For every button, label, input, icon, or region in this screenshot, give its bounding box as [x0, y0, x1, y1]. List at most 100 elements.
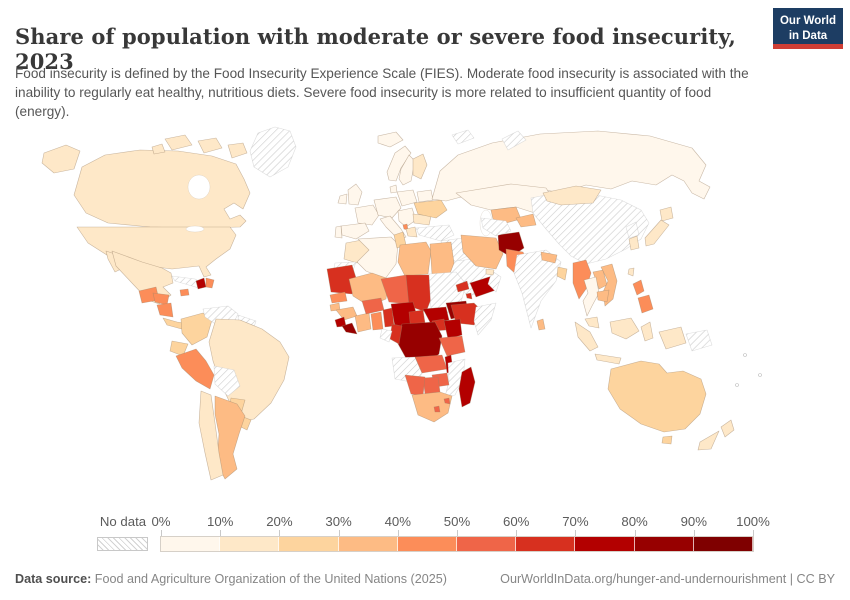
- country-brazil[interactable]: [208, 318, 290, 423]
- country-dominican-republic[interactable]: [205, 277, 215, 289]
- country-taiwan[interactable]: [627, 267, 635, 277]
- legend-bin-0-10%[interactable]: [161, 537, 221, 551]
- country-greece[interactable]: [405, 226, 418, 238]
- country-finland[interactable]: [412, 153, 428, 180]
- country-uzbekistan[interactable]: [490, 206, 522, 224]
- legend-bin-80-90%[interactable]: [634, 537, 694, 551]
- country-kyrgyzstan-tajikistan[interactable]: [515, 213, 537, 228]
- country-iceland[interactable]: [377, 131, 404, 148]
- country-new-zealand[interactable]: [697, 430, 720, 451]
- legend-bin-20-30%[interactable]: [279, 537, 339, 551]
- country-philippines[interactable]: [637, 294, 654, 314]
- country-namibia[interactable]: [404, 374, 426, 397]
- country-philippines[interactable]: [632, 279, 645, 296]
- country-svalbard[interactable]: [451, 129, 475, 145]
- country-nicaragua[interactable]: [156, 302, 174, 318]
- country-jamaica[interactable]: [179, 288, 190, 297]
- country-somalia[interactable]: [473, 302, 497, 336]
- legend-no-data-swatch[interactable]: [97, 537, 148, 551]
- country-ireland[interactable]: [337, 193, 348, 205]
- legend-bin-50-60%[interactable]: [456, 537, 517, 551]
- country-gabon[interactable]: [379, 328, 393, 343]
- country-south-korea[interactable]: [628, 235, 640, 251]
- country-libya[interactable]: [397, 241, 432, 277]
- country-denmark[interactable]: [389, 184, 398, 194]
- country-eswatini[interactable]: [443, 397, 451, 405]
- legend-bin-90-100%[interactable]: [693, 537, 753, 551]
- country-australia[interactable]: [661, 435, 673, 445]
- legend-bin-40-50%[interactable]: [397, 537, 457, 551]
- country-belarus[interactable]: [416, 189, 434, 203]
- country-papua-new-guinea[interactable]: [685, 329, 713, 352]
- owid-logo[interactable]: Our World in Data: [773, 8, 843, 49]
- country-chile[interactable]: [198, 390, 224, 481]
- legend-bin-30-40%[interactable]: [338, 537, 398, 551]
- country-indonesia[interactable]: [574, 321, 599, 352]
- country-madagascar[interactable]: [458, 366, 476, 408]
- country-myanmar[interactable]: [572, 259, 592, 300]
- country-new-zealand[interactable]: [720, 419, 735, 438]
- country-ghana[interactable]: [370, 311, 384, 331]
- country-honduras[interactable]: [152, 292, 170, 306]
- country-portugal[interactable]: [334, 225, 343, 239]
- country-mexico[interactable]: [111, 250, 174, 305]
- country-lesotho[interactable]: [433, 405, 441, 413]
- country-indonesia[interactable]: [609, 317, 640, 340]
- country-canada[interactable]: [197, 137, 223, 154]
- country-argentina[interactable]: [214, 395, 246, 480]
- country-china[interactable]: [530, 191, 650, 265]
- country-japan[interactable]: [659, 206, 674, 222]
- country-indonesia[interactable]: [658, 326, 687, 350]
- country-burkina-faso[interactable]: [361, 297, 385, 315]
- country-uae[interactable]: [485, 268, 495, 276]
- country-mozambique[interactable]: [444, 358, 466, 398]
- country-south-africa[interactable]: [411, 391, 453, 423]
- country-central-europe[interactable]: [373, 196, 402, 219]
- country-peru[interactable]: [175, 348, 215, 390]
- country-balkans[interactable]: [397, 207, 417, 228]
- country-spain[interactable]: [340, 222, 370, 240]
- country-australia[interactable]: [607, 360, 707, 433]
- country-france[interactable]: [354, 204, 380, 226]
- country-north-korea[interactable]: [625, 221, 640, 239]
- country-senegal[interactable]: [329, 291, 348, 304]
- country-oman[interactable]: [487, 270, 502, 293]
- country-canada[interactable]: [151, 143, 166, 155]
- country-botswana[interactable]: [422, 376, 441, 395]
- license-note[interactable]: OurWorldInData.org/hunger-and-undernouri…: [500, 572, 835, 586]
- country-usa[interactable]: [41, 144, 81, 174]
- country-nepal[interactable]: [540, 251, 558, 264]
- country-canada[interactable]: [164, 134, 193, 151]
- country-bolivia[interactable]: [213, 365, 241, 397]
- legend-bin-60-70%[interactable]: [516, 537, 576, 551]
- country-ivory-coast[interactable]: [354, 312, 372, 333]
- country-iran[interactable]: [460, 234, 504, 270]
- country-turkmenistan[interactable]: [480, 217, 512, 237]
- country-united-kingdom[interactable]: [347, 183, 363, 206]
- country-greenland[interactable]: [249, 126, 297, 178]
- country-djibouti[interactable]: [465, 292, 473, 300]
- country-bangladesh[interactable]: [556, 266, 568, 281]
- country-indonesia[interactable]: [640, 321, 654, 342]
- country-turkey[interactable]: [415, 224, 455, 242]
- country-cambodia[interactable]: [596, 289, 610, 303]
- country-haiti[interactable]: [195, 277, 207, 290]
- country-kenya[interactable]: [443, 318, 463, 340]
- country-thailand[interactable]: [582, 276, 600, 317]
- country-sweden[interactable]: [398, 154, 416, 186]
- country-eritrea[interactable]: [455, 280, 470, 293]
- country-egypt[interactable]: [429, 241, 455, 277]
- country-indonesia[interactable]: [594, 353, 622, 365]
- country-liberia[interactable]: [341, 322, 358, 335]
- country-japan[interactable]: [644, 219, 670, 247]
- country-algeria[interactable]: [356, 236, 399, 280]
- country-novaya-zemlya[interactable]: [501, 130, 527, 151]
- country-mali[interactable]: [348, 272, 390, 307]
- country-mongolia[interactable]: [542, 185, 602, 206]
- country-ukraine[interactable]: [413, 199, 448, 219]
- legend-bin-10-20%[interactable]: [220, 537, 280, 551]
- country-colombia[interactable]: [180, 312, 213, 346]
- country-canada[interactable]: [227, 142, 248, 159]
- country-tanzania[interactable]: [438, 335, 466, 357]
- country-malaysia[interactable]: [584, 316, 600, 329]
